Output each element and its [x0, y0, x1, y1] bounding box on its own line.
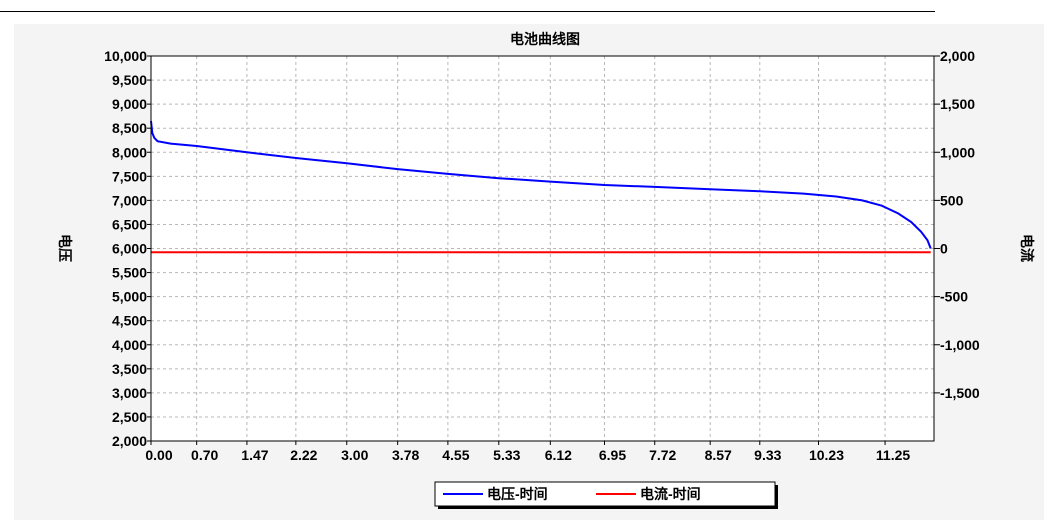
right-tick-label: -1,000: [940, 337, 980, 353]
series-layer: [150, 120, 932, 254]
right-tick-label: -500: [940, 289, 968, 305]
right-tick-label: 0: [940, 241, 948, 257]
right-tick-label: 2,000: [940, 48, 975, 64]
x-tick-label: 9.33: [754, 447, 781, 463]
x-tick-label: 2.22: [290, 447, 317, 463]
left-axis-label: 电压: [57, 234, 73, 262]
x-tick-label: 6.12: [545, 447, 572, 463]
x-tick-label: 7.72: [649, 447, 676, 463]
left-tick-label: 3,500: [112, 361, 147, 377]
left-tick-label: 7,000: [112, 192, 147, 208]
plot-area: [150, 55, 935, 442]
x-tick-label: 1.47: [241, 447, 268, 463]
left-tick-label: 8,500: [112, 120, 147, 136]
x-tick-label: 11.25: [876, 447, 910, 463]
left-tick-label: 8,000: [112, 144, 147, 160]
chart-title: 电池曲线图: [510, 31, 580, 47]
right-tick-label: 500: [940, 192, 964, 208]
right-tick-label: 1,500: [940, 96, 975, 112]
x-tick-label: 8.57: [705, 447, 732, 463]
x-tick-label: 3.78: [392, 447, 419, 463]
left-axis-ticks: 10,000 9,500 9,000 8,500 8,000 7,500 7,000 6,50…: [104, 48, 151, 449]
top-divider-line: [0, 11, 935, 12]
left-tick-label: 9,000: [112, 96, 147, 112]
x-tick-label: 10.23: [809, 447, 844, 463]
x-tick-label: 5.33: [493, 447, 520, 463]
right-tick-label: 1,000: [940, 144, 975, 160]
left-tick-label: 4,000: [112, 337, 147, 353]
left-tick-label: 2,500: [112, 409, 147, 425]
right-tick-label: -1,500: [940, 385, 980, 401]
left-tick-label: 4,500: [112, 313, 147, 329]
right-axis-label: 电流: [1019, 234, 1035, 262]
legend-label-current: 电流-时间: [640, 486, 701, 502]
x-tick-label: 6.95: [599, 447, 626, 463]
left-tick-label: 6,500: [112, 216, 147, 232]
left-tick-label: 2,000: [112, 433, 147, 449]
left-tick-label: 3,000: [112, 385, 147, 401]
left-tick-label: 10,000: [104, 48, 147, 64]
left-tick-label: 5,500: [112, 265, 147, 281]
legend: 电压-时间 电流-时间: [434, 481, 778, 509]
legend-label-voltage: 电压-时间: [487, 486, 548, 502]
left-tick-label: 9,500: [112, 72, 147, 88]
x-tick-label: 3.00: [341, 447, 368, 463]
x-tick-label: 4.55: [442, 447, 469, 463]
left-tick-label: 6,000: [112, 241, 147, 257]
right-axis-ticks: 2,000 1,500 1,000 500 0 -500 -1,000 -1,500: [934, 48, 980, 401]
x-tick-label: 0.00: [145, 447, 172, 463]
left-tick-label: 7,500: [112, 168, 147, 184]
left-tick-label: 5,000: [112, 289, 147, 305]
x-axis-ticks: 0.00 0.70 1.47 2.22 3.00 3.78 4.55 5.33 6.12 6.95…: [145, 441, 910, 463]
series-line-voltage: [150, 120, 932, 249]
grid-lines: [151, 56, 934, 441]
x-tick-label: 0.70: [191, 447, 218, 463]
